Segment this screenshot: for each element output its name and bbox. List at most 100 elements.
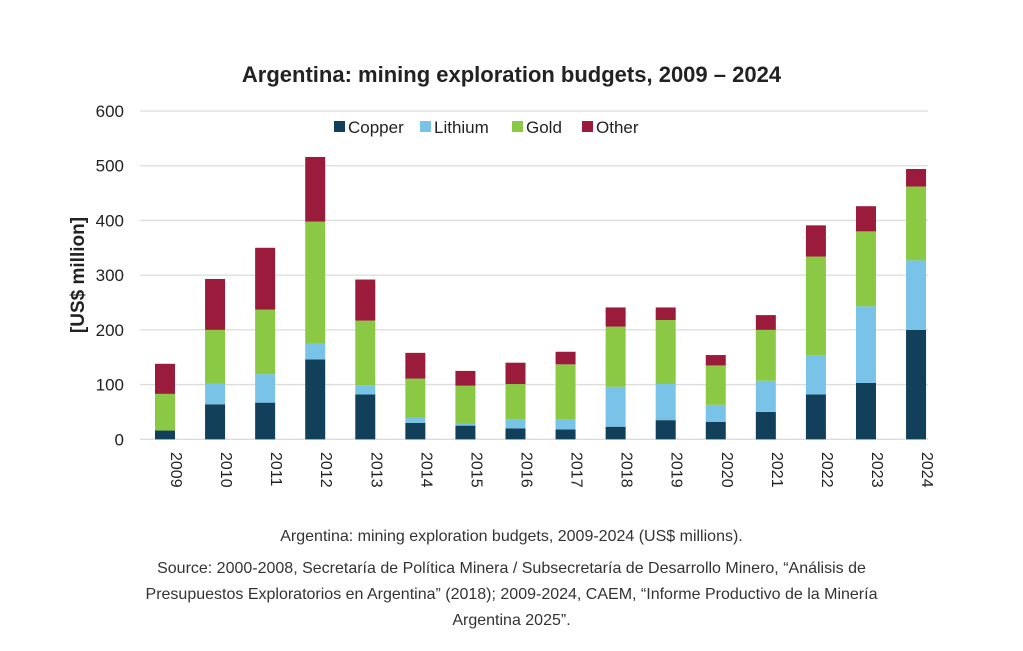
x-tick-label: 2009 — [167, 452, 184, 488]
y-tick-label: 400 — [96, 211, 124, 230]
y-tick-label: 500 — [96, 157, 124, 176]
x-tick-label: 2019 — [668, 452, 685, 488]
legend-swatch-copper — [334, 121, 345, 132]
x-tick-label: 2013 — [367, 452, 384, 488]
bar-segment-copper-2017 — [555, 429, 576, 440]
bar-segment-gold-2009 — [155, 393, 175, 431]
bar-segment-other-2015 — [455, 370, 476, 386]
x-tick-label: 2023 — [868, 452, 885, 488]
bar-segment-copper-2023 — [855, 382, 876, 440]
y-tick-label: 100 — [96, 376, 124, 395]
chart-title: Argentina: mining exploration budgets, 2… — [241, 62, 782, 87]
bar-segment-other-2013 — [355, 279, 376, 321]
bar-segment-other-2017 — [555, 351, 576, 365]
bar-segment-copper-2021 — [755, 411, 776, 440]
legend-swatch-lithium — [420, 121, 431, 132]
bar-segment-gold-2024 — [906, 186, 927, 261]
y-tick-label: 0 — [115, 430, 124, 449]
bar-segment-copper-2016 — [505, 428, 526, 440]
y-tick-label: 300 — [96, 266, 124, 285]
bar-segment-other-2020 — [705, 355, 726, 366]
bar-segment-gold-2013 — [355, 320, 376, 386]
legend-label-lithium: Lithium — [434, 118, 489, 137]
bar-segment-gold-2017 — [555, 364, 576, 420]
bar-segment-gold-2020 — [705, 365, 726, 405]
bar-segment-lithium-2012 — [305, 342, 326, 360]
x-tick-label: 2012 — [317, 452, 334, 488]
bar-segment-other-2012 — [305, 156, 326, 222]
bar-segment-lithium-2011 — [255, 374, 276, 403]
bar-segment-copper-2024 — [906, 329, 927, 440]
bar-segment-lithium-2018 — [605, 386, 626, 427]
bar-segment-lithium-2015 — [455, 423, 476, 426]
bar-segment-other-2014 — [405, 352, 426, 379]
bar-segment-gold-2010 — [205, 329, 226, 384]
x-tick-label: 2020 — [718, 452, 735, 488]
x-tick-label: 2016 — [517, 452, 534, 488]
legend-swatch-other — [582, 121, 593, 132]
bar-segment-copper-2013 — [355, 394, 376, 440]
x-tick-label: 2018 — [618, 452, 635, 488]
bar-segment-gold-2015 — [455, 385, 476, 424]
bar-segment-other-2021 — [755, 315, 776, 330]
bar-segment-lithium-2020 — [705, 404, 726, 422]
bar-segment-copper-2014 — [405, 422, 426, 440]
bar-segment-gold-2023 — [855, 231, 876, 307]
bar-segment-lithium-2024 — [906, 260, 927, 330]
bar-segment-copper-2010 — [205, 404, 226, 440]
bar-segment-gold-2022 — [805, 256, 826, 356]
bar-segment-lithium-2014 — [405, 417, 426, 423]
legend-label-other: Other — [596, 118, 639, 137]
bar-segment-other-2022 — [805, 225, 826, 257]
bar-segment-lithium-2022 — [805, 355, 826, 395]
x-tick-label: 2015 — [467, 452, 484, 488]
bar-segment-gold-2012 — [305, 221, 326, 343]
bar-segment-copper-2015 — [455, 425, 476, 440]
bar-segment-copper-2020 — [705, 421, 726, 440]
y-tick-label: 200 — [96, 321, 124, 340]
bar-segment-copper-2011 — [255, 402, 276, 440]
bar-segment-other-2011 — [255, 247, 276, 310]
bar-segment-gold-2018 — [605, 326, 626, 387]
bar-segment-lithium-2016 — [505, 419, 526, 429]
y-axis-label: [US$ million] — [68, 217, 89, 333]
bar-segment-copper-2012 — [305, 359, 326, 440]
legend-label-copper: Copper — [348, 118, 404, 137]
legend-swatch-gold — [512, 121, 523, 132]
caption-title: Argentina: mining exploration budgets, 2… — [280, 528, 743, 545]
bar-segment-gold-2016 — [505, 384, 526, 420]
x-tick-label: 2010 — [217, 452, 234, 488]
caption-source-1: Source: 2000-2008, Secretaría de Polític… — [157, 560, 866, 577]
bar-segment-other-2016 — [505, 362, 526, 385]
bar-segment-lithium-2019 — [655, 384, 676, 421]
bar-segment-copper-2018 — [605, 426, 626, 440]
bar-segment-gold-2014 — [405, 378, 426, 418]
bar-segment-lithium-2017 — [555, 419, 576, 430]
bar-segment-other-2023 — [855, 206, 876, 232]
caption-source-2: Presupuestos Exploratorios en Argentina”… — [145, 586, 878, 603]
bar-segment-other-2018 — [605, 307, 626, 327]
bar-segment-lithium-2010 — [205, 383, 226, 405]
legend-label-gold: Gold — [526, 118, 562, 137]
bar-segment-lithium-2023 — [855, 306, 876, 383]
stacked-bar-chart: 0 100 200 300 400 500 600 [US$ million] 2009 2010… — [68, 102, 935, 488]
bar-segment-other-2010 — [205, 278, 226, 330]
x-tick-label: 2022 — [818, 452, 835, 488]
bar-segment-copper-2022 — [805, 394, 826, 440]
x-tick-label: 2021 — [768, 452, 785, 488]
bar-segment-gold-2019 — [655, 320, 676, 385]
bar-segment-other-2024 — [906, 168, 927, 187]
bar-segment-copper-2009 — [155, 430, 175, 440]
bar-segment-gold-2011 — [255, 309, 276, 375]
x-tick-label: 2024 — [918, 452, 935, 488]
bar-segment-other-2009 — [155, 363, 175, 394]
x-tick-label: 2011 — [267, 452, 284, 487]
y-tick-label: 600 — [96, 102, 124, 121]
caption-source-3: Argentina 2025”. — [452, 612, 571, 629]
bar-segment-lithium-2013 — [355, 385, 376, 395]
bar-segment-gold-2021 — [755, 329, 776, 381]
bar-segment-copper-2019 — [655, 420, 676, 440]
bar-segment-lithium-2021 — [755, 380, 776, 412]
x-tick-label: 2014 — [417, 452, 434, 488]
